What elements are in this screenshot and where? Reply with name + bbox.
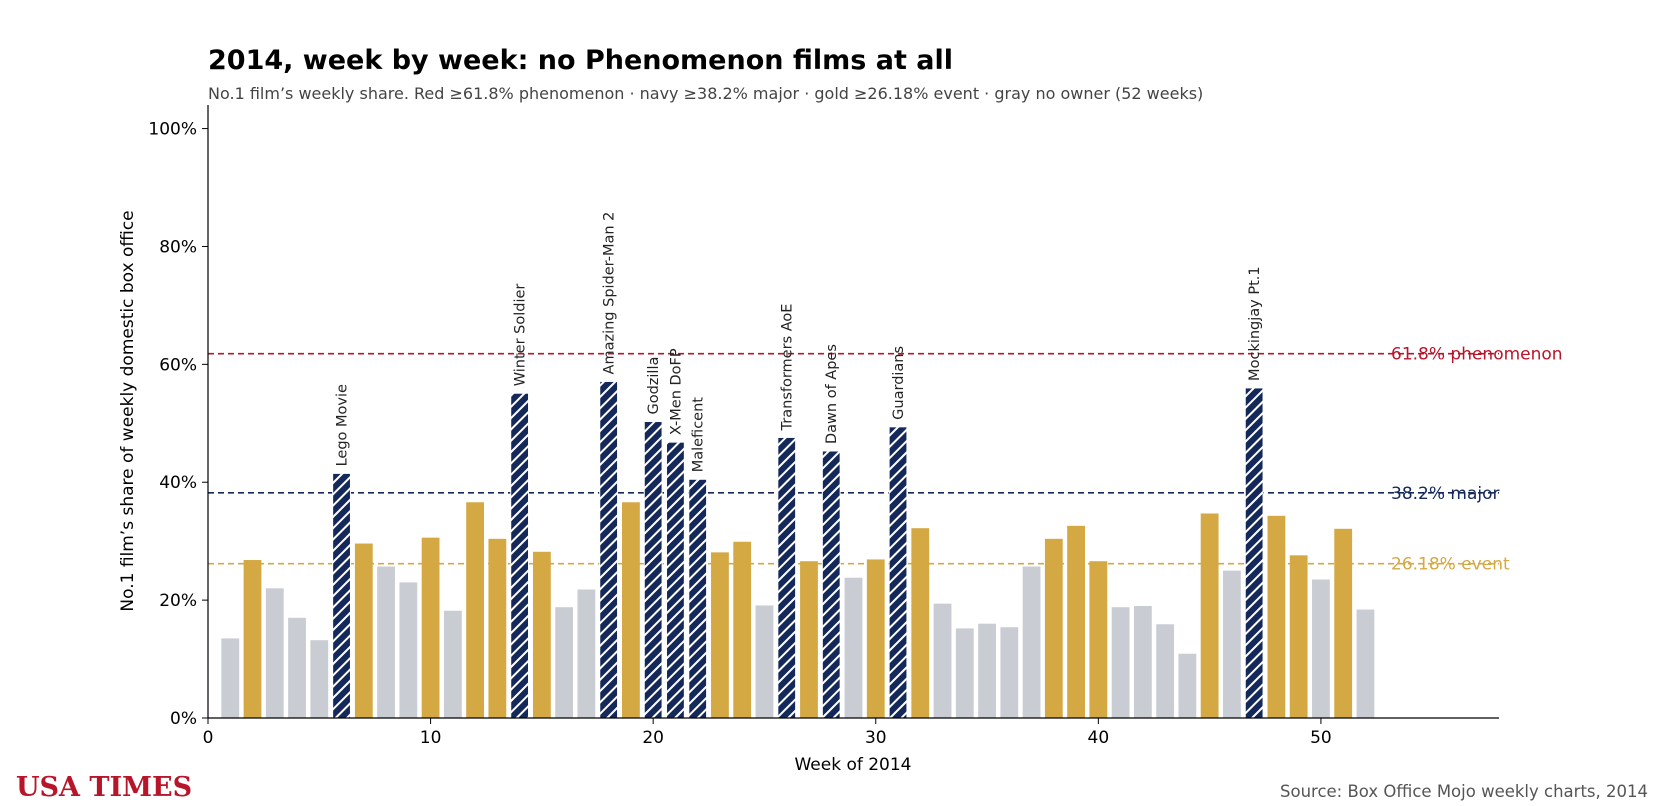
bar-week-33: [933, 603, 952, 718]
bar-week-30: [866, 559, 885, 718]
x-tick-label: 20: [642, 728, 664, 748]
bar-labels: Lego Movie Winter Soldier Amazing Spider-M…: [335, 212, 1264, 473]
bar-week-52: [1356, 609, 1375, 718]
bar-week-49: [1289, 555, 1308, 718]
bar-week-13: [488, 538, 507, 718]
bar-week-24: [733, 541, 752, 718]
y-ticks: 0% 20% 40% 60% 80% 100%: [148, 120, 208, 729]
bar-week-10: [421, 537, 440, 718]
bar-week-44: [1178, 653, 1197, 718]
bar-week-42: [1133, 606, 1152, 718]
bar-week-45: [1200, 513, 1219, 718]
bar-week-16: [555, 607, 574, 718]
bar-week-19: [622, 502, 640, 718]
y-tick-label: 80%: [159, 237, 197, 257]
bar-week-7: [354, 543, 373, 718]
reference-label-major: 38.2% major: [1391, 484, 1500, 504]
y-axis-label: No.1 film’s share of weekly domestic box…: [118, 210, 138, 611]
bar-week-39: [1067, 525, 1085, 718]
bar-week-37: [1022, 566, 1041, 718]
bar-week-35: [978, 623, 996, 718]
bar-week-25: [755, 605, 774, 718]
bar-week-50: [1312, 579, 1330, 718]
bar-week-5: [310, 640, 329, 718]
bar-week-43: [1156, 624, 1175, 718]
bar-label-week-21: X-Men DoFP: [668, 348, 684, 435]
bar-week-8: [377, 566, 395, 718]
bar-label-week-18: Amazing Spider-Man 2: [602, 212, 618, 375]
bar-week-1: [221, 638, 240, 718]
bar-week-46: [1222, 570, 1241, 718]
bar-week-11: [443, 610, 462, 718]
chart-subtitle: No.1 film’s weekly share. Red ≥61.8% phe…: [208, 84, 1203, 103]
y-tick-label: 20%: [159, 591, 197, 611]
y-tick-label: 40%: [159, 473, 197, 493]
bar-week-22: [688, 478, 708, 719]
bar-week-36: [1000, 627, 1019, 718]
brand-logo: USA TIMES: [16, 772, 192, 803]
bar-label-week-22: Maleficent: [691, 397, 707, 473]
x-tick-label: 0: [203, 728, 214, 748]
bar-label-week-26: Transformers AoE: [780, 304, 796, 432]
bar-label-week-28: Dawn of Apes: [824, 344, 840, 444]
bar-week-29: [844, 577, 863, 718]
bar-week-41: [1111, 607, 1130, 718]
x-tick-label: 50: [1310, 728, 1332, 748]
bar-week-21: [666, 441, 685, 719]
y-tick-label: 60%: [159, 355, 197, 375]
bar-week-34: [955, 628, 974, 718]
x-tick-label: 40: [1088, 728, 1110, 748]
bar-week-31: [888, 426, 908, 719]
bar-week-4: [288, 617, 306, 718]
reference-lines: 61.8% phenomenon 38.2% major 26.18% event: [208, 345, 1563, 575]
y-tick-label: 0%: [170, 709, 197, 729]
bar-label-week-31: Guardians: [891, 346, 907, 420]
bar-week-9: [399, 582, 418, 718]
bar-week-3: [265, 588, 284, 718]
bar-week-40: [1089, 561, 1108, 718]
bar-week-47: [1244, 387, 1264, 719]
bar-week-38: [1044, 538, 1063, 718]
bar-label-week-20: Godzilla: [646, 357, 662, 415]
x-axis-label: Week of 2014: [794, 755, 911, 775]
bar-week-23: [711, 552, 729, 718]
reference-label-event: 26.18% event: [1391, 555, 1510, 575]
bar-week-20: [643, 421, 663, 719]
bar-week-51: [1334, 528, 1353, 718]
bar-week-15: [532, 551, 551, 718]
bar-week-48: [1267, 515, 1286, 718]
bar-week-14: [510, 392, 530, 719]
bar-week-12: [466, 502, 485, 718]
bar-week-27: [800, 561, 818, 718]
bars: [221, 380, 1375, 719]
x-tick-label: 30: [865, 728, 887, 748]
source-note: Source: Box Office Mojo weekly charts, 2…: [1280, 782, 1648, 801]
reference-label-phenomenon: 61.8% phenomenon: [1391, 345, 1563, 365]
bar-label-week-47: Mockingjay Pt.1: [1247, 266, 1263, 381]
bar-label-week-6: Lego Movie: [335, 384, 351, 466]
bar-label-week-14: Winter Soldier: [513, 284, 529, 387]
axes: [207, 105, 1499, 719]
x-tick-label: 10: [420, 728, 442, 748]
bar-week-18: [599, 380, 619, 719]
x-ticks: 0 10 20 30 40 50: [203, 718, 1332, 748]
bar-week-26: [777, 436, 797, 719]
bar-week-17: [577, 589, 596, 718]
chart-title: 2014, week by week: no Phenomenon films …: [208, 45, 953, 76]
bar-week-2: [243, 560, 262, 718]
y-tick-label: 100%: [148, 120, 197, 140]
bar-week-28: [821, 450, 841, 719]
bar-week-6: [332, 472, 351, 719]
bar-week-32: [911, 528, 930, 718]
